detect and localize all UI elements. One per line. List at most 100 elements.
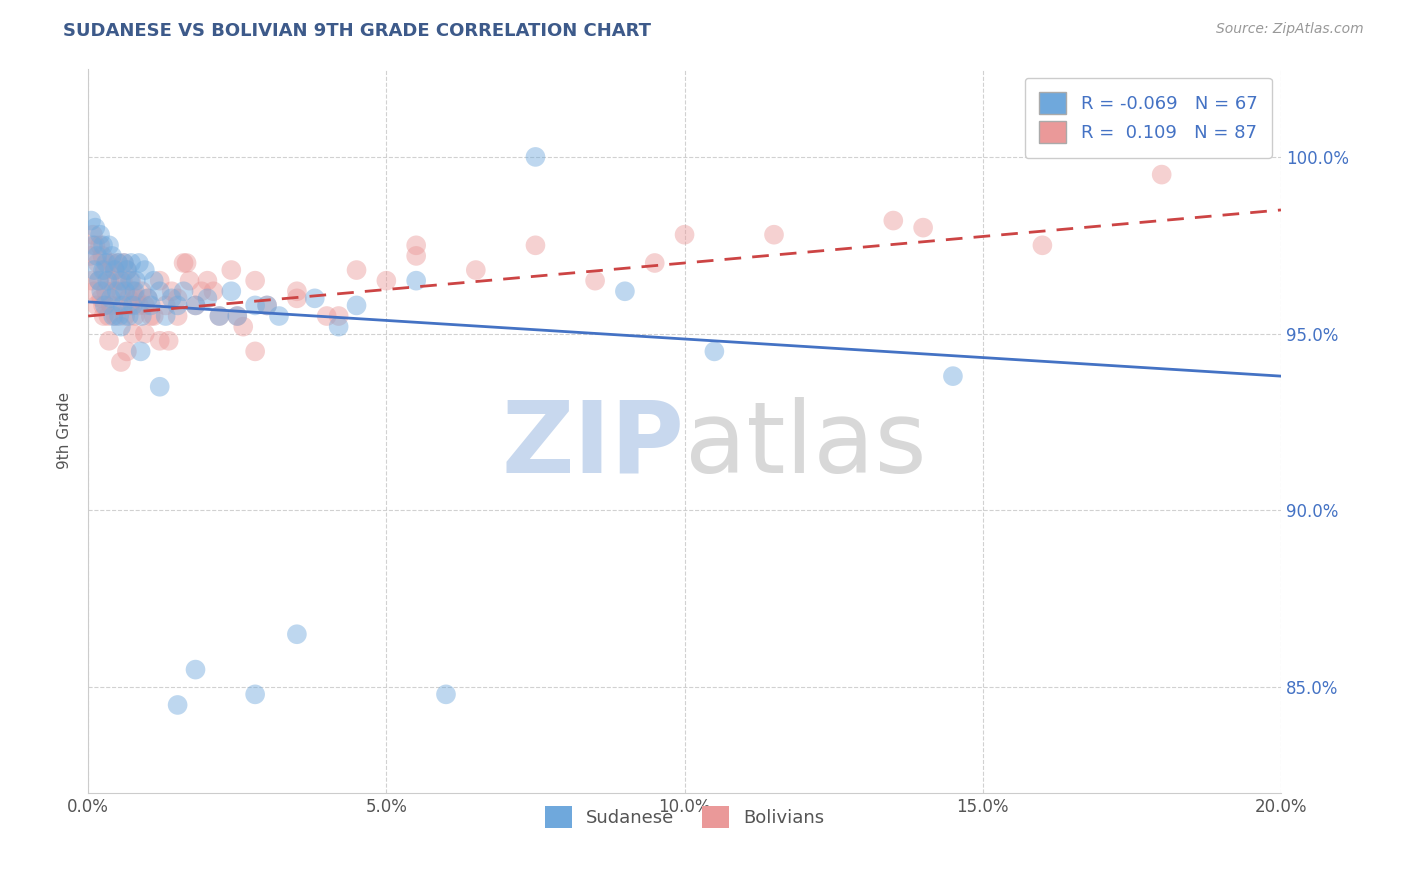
Point bbox=[285, 627, 308, 641]
Point bbox=[243, 274, 266, 288]
Point bbox=[434, 687, 457, 701]
Point bbox=[942, 369, 965, 384]
Point bbox=[202, 285, 225, 299]
Point bbox=[90, 291, 112, 305]
Point bbox=[107, 256, 129, 270]
Point bbox=[882, 213, 904, 227]
Point bbox=[166, 698, 188, 712]
Point bbox=[110, 274, 132, 288]
Point bbox=[118, 298, 141, 312]
Point bbox=[155, 298, 177, 312]
Point bbox=[226, 309, 249, 323]
Point bbox=[94, 263, 117, 277]
Point bbox=[328, 309, 350, 323]
Point bbox=[115, 263, 138, 277]
Point bbox=[157, 334, 180, 348]
Point bbox=[89, 238, 111, 252]
Legend: Sudanese, Bolivians: Sudanese, Bolivians bbox=[537, 798, 831, 835]
Point bbox=[108, 309, 131, 323]
Point bbox=[124, 285, 146, 299]
Point bbox=[644, 256, 666, 270]
Point bbox=[139, 298, 162, 312]
Point bbox=[173, 256, 195, 270]
Point bbox=[90, 285, 112, 299]
Point bbox=[128, 256, 150, 270]
Point bbox=[93, 309, 115, 323]
Point bbox=[105, 274, 128, 288]
Point bbox=[87, 274, 110, 288]
Point bbox=[285, 291, 308, 305]
Point bbox=[375, 274, 398, 288]
Point bbox=[84, 238, 107, 252]
Point bbox=[197, 291, 219, 305]
Point bbox=[173, 285, 195, 299]
Point bbox=[184, 298, 207, 312]
Point bbox=[89, 227, 111, 242]
Point bbox=[103, 263, 125, 277]
Point bbox=[267, 309, 290, 323]
Point bbox=[285, 285, 308, 299]
Point bbox=[1031, 238, 1053, 252]
Point bbox=[104, 263, 127, 277]
Point bbox=[208, 309, 231, 323]
Point bbox=[524, 238, 547, 252]
Point bbox=[84, 220, 107, 235]
Point bbox=[111, 274, 134, 288]
Point bbox=[149, 380, 172, 394]
Point bbox=[120, 274, 142, 288]
Point bbox=[184, 663, 207, 677]
Point bbox=[115, 344, 138, 359]
Point bbox=[304, 291, 326, 305]
Point bbox=[166, 309, 188, 323]
Point bbox=[91, 263, 114, 277]
Point bbox=[86, 298, 108, 312]
Point bbox=[221, 285, 243, 299]
Point bbox=[98, 334, 121, 348]
Text: SUDANESE VS BOLIVIAN 9TH GRADE CORRELATION CHART: SUDANESE VS BOLIVIAN 9TH GRADE CORRELATI… bbox=[63, 22, 651, 40]
Point bbox=[105, 285, 128, 299]
Point bbox=[110, 319, 132, 334]
Point bbox=[149, 274, 172, 288]
Point bbox=[328, 319, 350, 334]
Point bbox=[82, 238, 104, 252]
Point bbox=[1150, 168, 1173, 182]
Point bbox=[114, 309, 136, 323]
Point bbox=[122, 285, 145, 299]
Point bbox=[129, 344, 152, 359]
Point bbox=[613, 285, 636, 299]
Point bbox=[346, 263, 368, 277]
Point bbox=[134, 263, 156, 277]
Point bbox=[405, 274, 427, 288]
Point bbox=[115, 263, 138, 277]
Point bbox=[86, 249, 108, 263]
Point bbox=[226, 309, 249, 323]
Point bbox=[91, 238, 114, 252]
Point bbox=[179, 274, 201, 288]
Point bbox=[125, 291, 148, 305]
Point bbox=[94, 256, 117, 270]
Point bbox=[142, 274, 165, 288]
Point bbox=[243, 344, 266, 359]
Point bbox=[101, 249, 124, 263]
Point bbox=[122, 298, 145, 312]
Point bbox=[120, 256, 142, 270]
Point bbox=[80, 274, 103, 288]
Point bbox=[131, 309, 153, 323]
Point bbox=[118, 309, 141, 323]
Point bbox=[673, 227, 696, 242]
Point bbox=[166, 298, 188, 312]
Point bbox=[111, 298, 134, 312]
Point bbox=[125, 274, 148, 288]
Point bbox=[87, 274, 110, 288]
Point bbox=[149, 285, 172, 299]
Point bbox=[100, 298, 122, 312]
Point bbox=[83, 285, 105, 299]
Point bbox=[118, 274, 141, 288]
Point bbox=[136, 291, 159, 305]
Point bbox=[131, 285, 153, 299]
Point bbox=[108, 298, 131, 312]
Point bbox=[315, 309, 337, 323]
Point bbox=[176, 256, 198, 270]
Point bbox=[583, 274, 606, 288]
Point bbox=[118, 291, 141, 305]
